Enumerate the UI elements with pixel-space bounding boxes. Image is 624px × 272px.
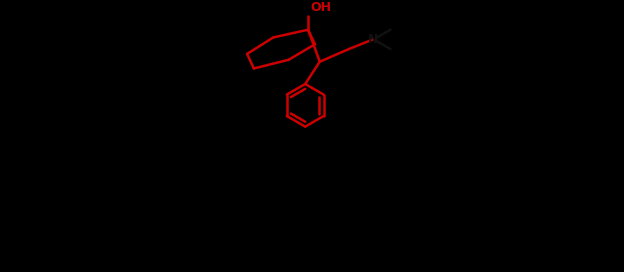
Text: N: N — [368, 33, 378, 46]
Text: OH: OH — [310, 1, 331, 14]
